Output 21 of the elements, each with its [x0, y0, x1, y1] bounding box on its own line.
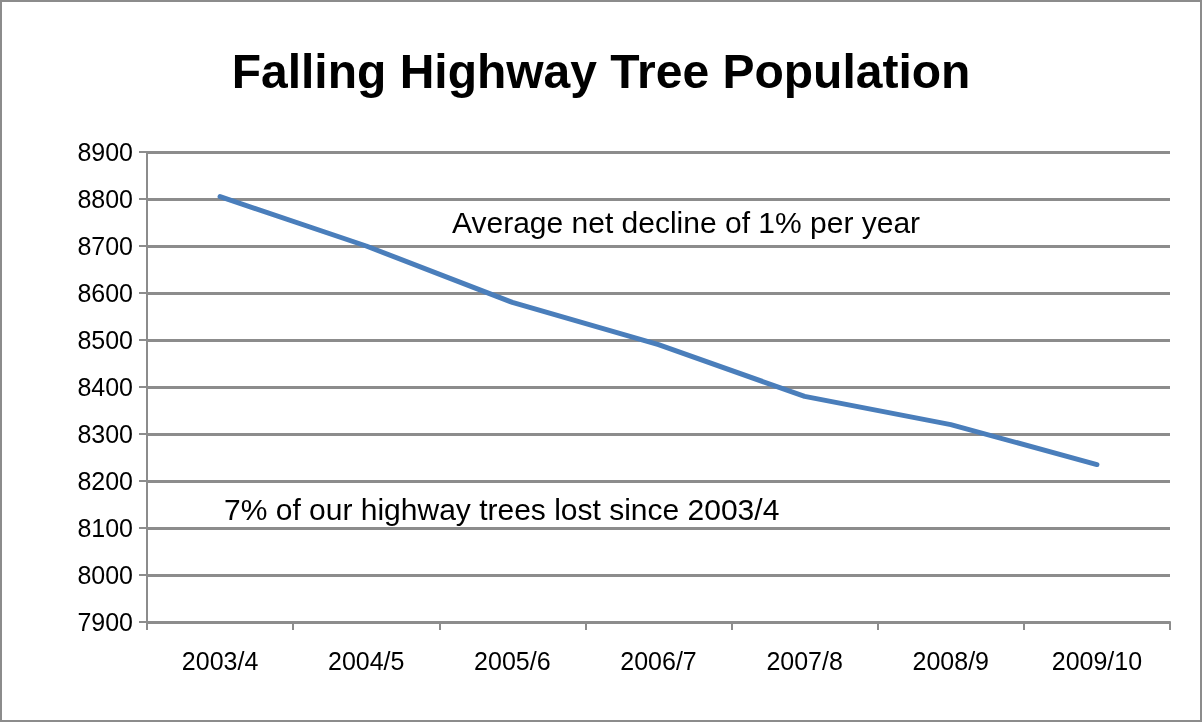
y-tick-label: 8900	[77, 138, 133, 166]
y-tick-label: 8500	[77, 326, 133, 354]
x-tick-label: 2004/5	[327, 646, 405, 675]
y-tick-label: 8700	[77, 232, 133, 260]
y-tick-label: 8100	[77, 514, 133, 542]
y-tick-label: 8600	[77, 279, 133, 307]
x-tick-label: 2007/8	[766, 646, 843, 675]
y-tick-label: 8200	[77, 467, 133, 495]
x-tick-label: 2005/6	[474, 646, 551, 675]
x-tick-label: 2003/4	[181, 646, 259, 675]
x-tick-label: 2006/7	[620, 646, 697, 675]
y-tick-label: 7900	[77, 608, 133, 636]
y-tick-label: 8300	[77, 420, 133, 448]
y-tick-label: 8400	[77, 373, 133, 401]
annotation: 7% of our highway trees lost since 2003/4	[224, 492, 780, 526]
chart-title: Falling Highway Tree Population	[231, 44, 971, 98]
x-tick-label: 2009/10	[1051, 646, 1143, 675]
y-tick-label: 8800	[77, 185, 133, 213]
annotation: Average net decline of 1% per year	[452, 205, 921, 239]
x-tick-label: 2008/9	[912, 646, 990, 675]
y-tick-label: 8000	[77, 561, 133, 589]
